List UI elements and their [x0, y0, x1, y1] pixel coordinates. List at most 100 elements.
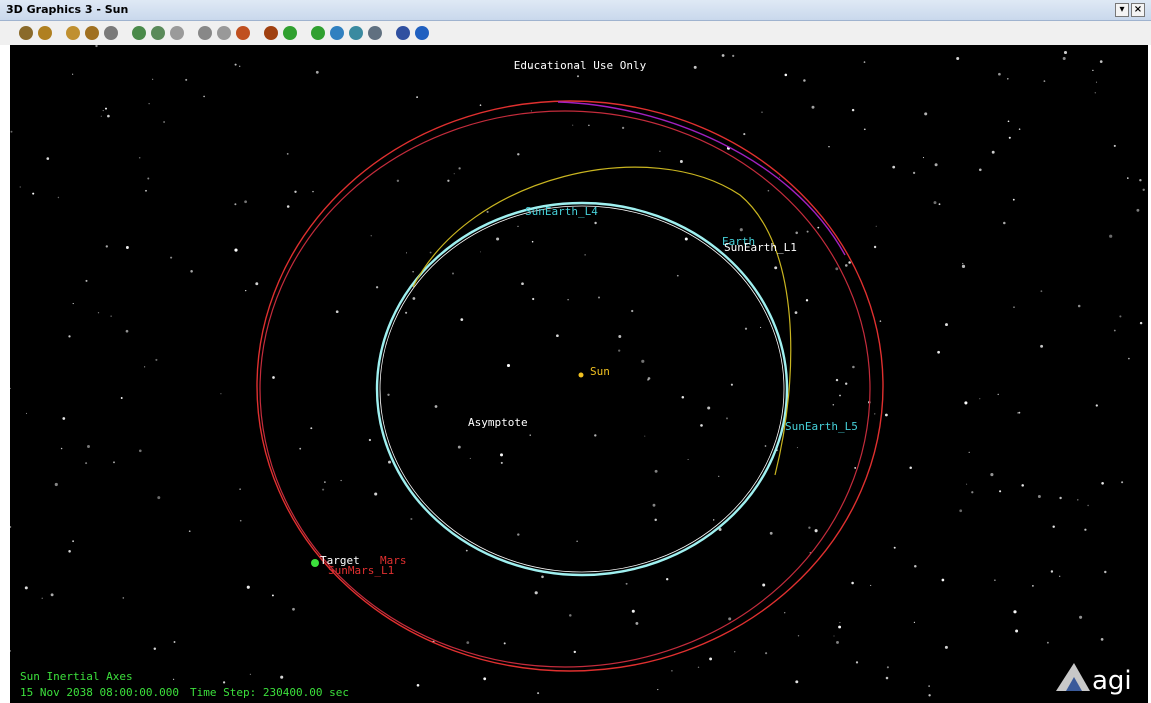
window-title: 3D Graphics 3 - Sun — [6, 3, 128, 16]
star — [618, 335, 621, 338]
star — [870, 585, 871, 586]
star — [1040, 290, 1042, 292]
star — [139, 157, 141, 159]
toolbar-button[interactable] — [170, 26, 184, 40]
star — [817, 227, 819, 229]
star — [1101, 482, 1104, 485]
star — [126, 330, 129, 333]
star — [87, 445, 90, 448]
star — [718, 476, 719, 477]
toolbar-button[interactable] — [264, 26, 278, 40]
star — [923, 157, 924, 158]
toolbar-button[interactable] — [198, 26, 212, 40]
star — [149, 103, 150, 104]
star — [531, 110, 532, 111]
toolbar-button[interactable] — [330, 26, 344, 40]
star — [73, 303, 74, 304]
star — [535, 591, 538, 594]
star — [994, 579, 995, 580]
star — [406, 252, 407, 253]
star — [234, 203, 236, 205]
menu-button[interactable]: ▾ — [1115, 3, 1129, 17]
star — [312, 191, 313, 192]
watermark: Educational Use Only — [514, 59, 647, 72]
star — [618, 349, 620, 351]
star — [886, 677, 889, 680]
title-bar: 3D Graphics 3 - Sun ▾× — [0, 0, 1151, 21]
star — [1104, 571, 1106, 573]
toolbar-button[interactable] — [368, 26, 382, 40]
star — [25, 586, 28, 589]
star — [537, 692, 539, 694]
star — [1109, 235, 1112, 238]
star — [659, 151, 660, 152]
star — [98, 312, 99, 313]
toolbar-button[interactable] — [104, 26, 118, 40]
object-label: SunEarth_L5 — [785, 420, 858, 433]
toolbar-button[interactable] — [311, 26, 325, 40]
object-label: SunEarth_L4 — [525, 205, 598, 218]
star — [584, 254, 585, 255]
toolbar-button[interactable] — [396, 26, 410, 40]
star — [828, 146, 829, 147]
star — [174, 641, 176, 643]
toolbar-button[interactable] — [415, 26, 429, 40]
star — [1096, 82, 1097, 83]
logo-text: agi — [1092, 666, 1132, 696]
star — [1047, 642, 1049, 644]
star — [324, 481, 325, 482]
star — [376, 286, 378, 288]
star — [572, 125, 573, 126]
star — [123, 597, 125, 599]
star — [1127, 177, 1129, 179]
star — [979, 398, 980, 399]
page: 3D Graphics 3 - Sun ▾× Educational Use O… — [0, 0, 1151, 703]
star — [447, 180, 449, 182]
toolbar-button[interactable] — [217, 26, 231, 40]
toolbar-button[interactable] — [349, 26, 363, 40]
star — [852, 366, 855, 369]
close-button[interactable]: × — [1131, 3, 1145, 17]
star — [103, 110, 104, 111]
toolbar-button[interactable] — [132, 26, 146, 40]
star — [1003, 222, 1006, 225]
star — [784, 612, 785, 613]
star — [874, 246, 876, 248]
star — [698, 667, 699, 668]
star — [762, 584, 765, 587]
star — [740, 228, 743, 231]
toolbar-button[interactable] — [283, 26, 297, 40]
star — [299, 448, 301, 450]
star — [653, 504, 656, 507]
star — [26, 413, 27, 414]
toolbar-button[interactable] — [19, 26, 33, 40]
star — [20, 186, 21, 187]
star — [761, 112, 762, 113]
star — [413, 297, 416, 300]
toolbar-button[interactable] — [236, 26, 250, 40]
star — [466, 641, 469, 644]
star — [632, 610, 635, 613]
toolbar-button[interactable] — [85, 26, 99, 40]
star — [874, 413, 875, 414]
star — [42, 598, 43, 599]
toolbar-button[interactable] — [38, 26, 52, 40]
star — [728, 617, 731, 620]
star — [880, 320, 882, 322]
star — [795, 232, 798, 235]
star — [845, 383, 847, 385]
star — [504, 642, 506, 644]
star — [760, 327, 761, 328]
star — [1019, 128, 1021, 130]
star — [815, 529, 818, 532]
star — [121, 397, 123, 399]
star — [694, 66, 697, 69]
toolbar-button[interactable] — [66, 26, 80, 40]
toolbar-button[interactable] — [151, 26, 165, 40]
star — [190, 270, 193, 273]
star — [1128, 358, 1130, 360]
star — [316, 71, 319, 74]
status-frame: Sun Inertial Axes — [20, 670, 133, 683]
star — [173, 679, 174, 680]
star — [310, 427, 312, 429]
